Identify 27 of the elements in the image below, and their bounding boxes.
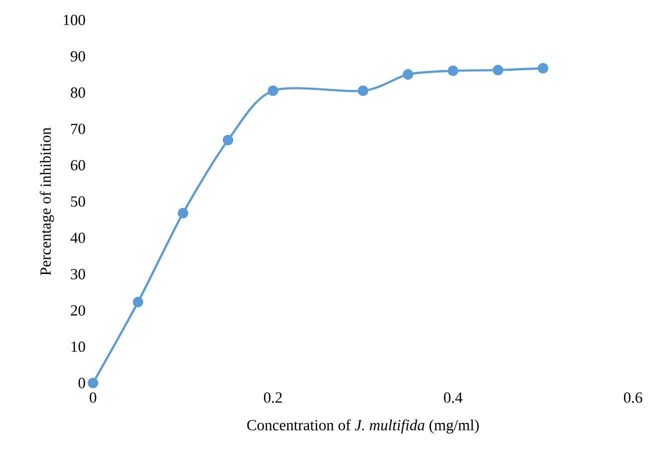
point	[132, 296, 144, 308]
point	[492, 64, 504, 76]
point	[88, 378, 98, 388]
x-tick-label: 0.2	[264, 392, 282, 403]
point	[448, 66, 458, 76]
x-tick-label: 0.4	[444, 392, 462, 403]
y-tick-label: 30	[70, 268, 86, 280]
x-axis-title: Concentration of J. multifida (mg/ml)	[247, 419, 479, 434]
point	[268, 86, 278, 96]
y-tick-label: 40	[70, 232, 86, 244]
y-tick-label: 50	[71, 196, 86, 207]
point	[538, 62, 548, 74]
point	[178, 208, 188, 218]
y-tick-label: 20	[70, 305, 86, 316]
y-tick-label: 10	[72, 341, 86, 352]
y-axis-title: Percentage of inhibition	[40, 128, 54, 276]
y-tick-label: 100	[64, 14, 86, 26]
point	[358, 86, 368, 96]
y-tick-label: 70	[71, 124, 86, 134]
y-tick-label: 60	[70, 160, 86, 170]
point	[402, 69, 414, 80]
x-tick-label: 0	[90, 392, 96, 403]
point	[222, 134, 234, 146]
y-tick-label: 90	[70, 51, 86, 62]
y-tick-label: 80	[70, 87, 86, 98]
x-tick-label: 0.6	[624, 392, 642, 403]
y-tick-label: 0	[78, 378, 86, 388]
